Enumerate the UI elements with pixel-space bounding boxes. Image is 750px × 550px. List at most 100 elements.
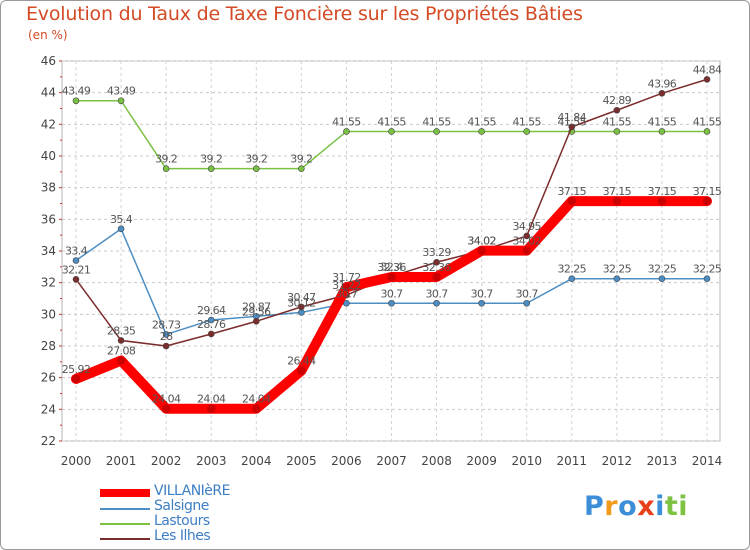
data-point	[72, 276, 80, 283]
data-point	[252, 165, 260, 172]
y-tick-label: 22	[41, 434, 56, 448]
data-point	[251, 404, 261, 414]
data-point	[71, 374, 81, 384]
data-point	[298, 309, 305, 316]
data-label: 30.47	[287, 291, 316, 304]
data-point	[478, 128, 485, 135]
legend-swatch-villaniere	[100, 489, 150, 497]
data-label: 44.84	[693, 63, 722, 76]
data-label: 37.15	[648, 185, 677, 198]
data-point	[298, 165, 305, 172]
data-point	[298, 303, 305, 311]
data-point	[343, 128, 350, 135]
data-point	[297, 366, 306, 376]
data-point	[658, 128, 666, 135]
x-tick-label: 2011	[557, 454, 588, 468]
data-label: 39.2	[200, 153, 222, 166]
y-tick-label: 42	[41, 117, 56, 131]
data-point	[161, 404, 171, 414]
data-point	[613, 275, 621, 283]
data-label: 34.02	[467, 235, 496, 248]
data-point	[252, 317, 260, 325]
data-label: 30.7	[380, 287, 403, 300]
legend-swatch-salsigne	[100, 508, 150, 510]
data-point	[387, 272, 396, 282]
unit-label: (en %)	[28, 28, 68, 42]
data-point	[162, 331, 170, 338]
y-tick-label: 30	[41, 307, 56, 321]
data-label: 33.4	[65, 245, 88, 258]
data-point	[207, 316, 215, 324]
data-label: 39.2	[290, 153, 312, 166]
data-label: 37.15	[558, 185, 587, 198]
data-label: 32.21	[62, 263, 91, 276]
y-tick-label: 34	[41, 244, 56, 258]
legend-swatch-les-ilhes	[100, 538, 150, 540]
data-point	[568, 123, 576, 131]
data-label: 26.44	[287, 355, 316, 368]
data-point	[523, 299, 531, 307]
data-point	[162, 342, 170, 350]
legend-label-lastours: Lastours	[154, 513, 210, 529]
data-point	[477, 246, 486, 255]
data-point	[613, 106, 621, 114]
data-label: 29.56	[242, 305, 271, 318]
data-label: 39.2	[155, 153, 177, 166]
data-label: 29.87	[242, 300, 271, 313]
data-point	[433, 258, 440, 266]
data-label: 35.4	[110, 213, 133, 226]
x-tick-label: 2010	[511, 454, 542, 468]
data-point	[117, 225, 125, 233]
data-label: 41.55	[558, 115, 587, 128]
data-label: 39.2	[245, 153, 267, 166]
legend-swatch-lastours	[100, 523, 150, 525]
data-point	[388, 128, 395, 135]
data-label: 24.04	[242, 393, 271, 406]
x-tick-label: 2001	[106, 454, 137, 468]
data-label: 24.04	[197, 393, 226, 406]
data-point	[72, 97, 80, 105]
data-label: 41.55	[467, 115, 496, 128]
data-label: 30.7	[471, 287, 494, 300]
data-label: 30.7	[516, 287, 539, 300]
data-point	[433, 128, 440, 135]
data-label: 34.02	[512, 235, 541, 248]
data-point	[72, 257, 80, 264]
data-point	[522, 246, 532, 255]
logo-letter: t	[664, 491, 679, 522]
proxiti-logo: Proxiti	[584, 491, 688, 522]
x-tick-label: 2003	[196, 454, 227, 468]
y-tick-label: 44	[41, 86, 56, 100]
legend-label-les-ilhes: Les Ilhes	[154, 528, 211, 544]
legend-label-salsigne: Salsigne	[154, 498, 209, 514]
data-label: 30.7	[335, 287, 358, 300]
data-label: 41.55	[648, 115, 677, 128]
data-point	[207, 330, 215, 338]
data-point	[432, 272, 441, 282]
data-point	[523, 232, 531, 240]
data-label: 41.55	[603, 115, 632, 128]
data-label: 28.73	[152, 318, 181, 331]
data-label: 25.92	[62, 363, 91, 376]
data-label: 31.72	[332, 271, 361, 284]
logo-letter: x	[637, 491, 656, 522]
data-point	[657, 196, 667, 206]
data-point	[206, 404, 216, 414]
data-label: 41.84	[558, 111, 587, 124]
data-point	[568, 275, 576, 283]
data-label: 41.55	[512, 115, 541, 128]
data-label: 32.36	[422, 261, 451, 274]
x-tick-label: 2007	[376, 454, 407, 468]
data-label: 32.25	[603, 263, 632, 276]
data-point	[612, 196, 622, 206]
x-tick-label: 2009	[466, 454, 497, 468]
data-point	[116, 356, 126, 365]
legend-label-villaniere: VILLANIèRE	[154, 483, 231, 499]
data-label: 43.49	[107, 85, 136, 98]
data-label: 41.55	[377, 115, 406, 128]
logo-letter: o	[618, 491, 638, 522]
data-label: 32.36	[377, 261, 406, 274]
data-label: 27.08	[107, 345, 136, 358]
x-tick-label: 2004	[241, 454, 272, 468]
data-label: 34.02	[467, 235, 496, 248]
